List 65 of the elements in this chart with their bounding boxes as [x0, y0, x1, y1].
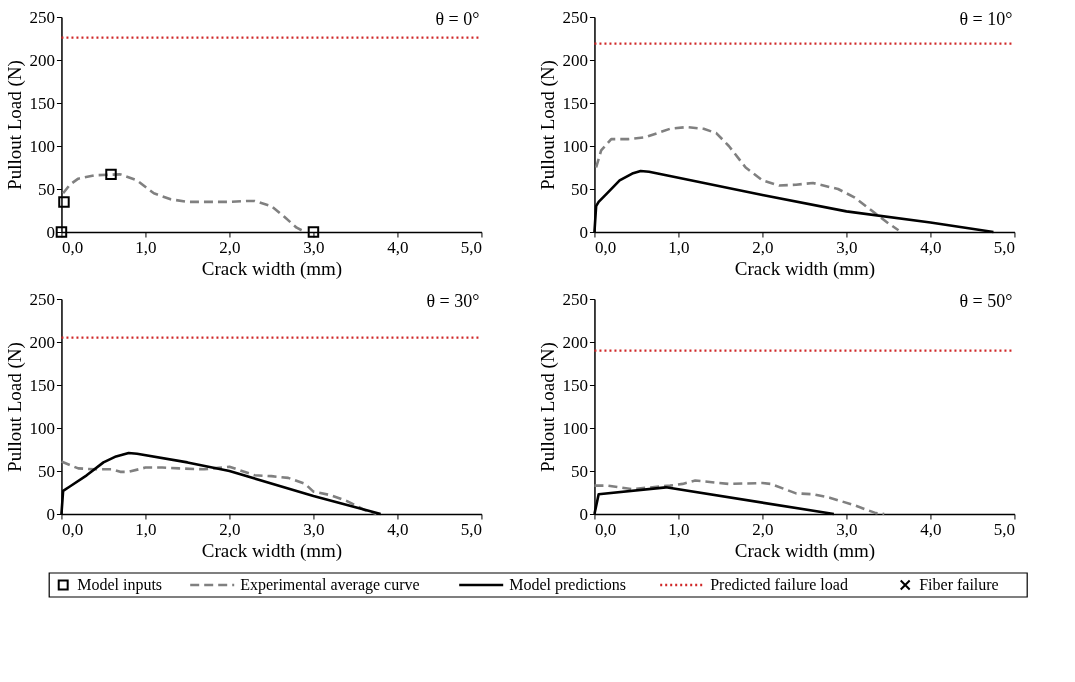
x-tick-label: 0,0: [594, 519, 617, 539]
x-axis-title: Crack width (mm): [734, 539, 876, 562]
legend-label: Predicted failure load: [710, 576, 848, 593]
y-axis-title: Pullout Load (N): [4, 342, 27, 472]
y-tick-label: 0: [579, 504, 588, 524]
y-tick-label: 100: [562, 418, 588, 438]
y-tick-label: 150: [562, 375, 588, 395]
y-tick-label: 150: [29, 375, 55, 395]
legend-label: Fiber failure: [919, 576, 999, 593]
y-tick-label: 150: [562, 93, 588, 113]
legend-label: Model inputs: [77, 576, 163, 594]
y-tick-label: 100: [29, 136, 55, 156]
x-tick-label: 4,0: [387, 519, 409, 539]
x-tick-label: 2,0: [219, 237, 241, 257]
y-tick-label: 200: [29, 50, 55, 70]
y-tick-label: 250: [29, 289, 55, 309]
x-tick-label: 3,0: [836, 237, 858, 257]
x-tick-label: 0,0: [61, 237, 84, 257]
x-axis-title: Crack width (mm): [734, 257, 876, 280]
x-tick-label: 0,0: [594, 237, 617, 257]
x-tick-label: 3,0: [303, 519, 325, 539]
annotation: θ = 50°: [959, 291, 1013, 311]
x-tick-label: 2,0: [752, 237, 774, 257]
x-tick-label: 1,0: [668, 237, 690, 257]
x-tick-label: 1,0: [135, 237, 157, 257]
x-axis-title: Crack width (mm): [201, 539, 343, 562]
x-tick-label: 3,0: [303, 237, 325, 257]
y-tick-label: 0: [579, 222, 588, 242]
x-tick-label: 3,0: [836, 519, 858, 539]
y-axis-title: Pullout Load (N): [4, 60, 27, 190]
y-tick-label: 100: [29, 418, 55, 438]
y-axis-title: Pullout Load (N): [537, 60, 560, 190]
x-tick-label: 1,0: [668, 519, 690, 539]
y-tick-label: 250: [562, 7, 588, 27]
x-tick-label: 5,0: [460, 237, 482, 257]
x-tick-label: 4,0: [920, 237, 942, 257]
y-tick-label: 200: [562, 50, 588, 70]
x-tick-label: 5,0: [460, 519, 482, 539]
annotation: θ = 0°: [435, 9, 480, 29]
x-tick-label: 2,0: [752, 519, 774, 539]
y-tick-label: 250: [562, 289, 588, 309]
legend-label: Experimental average curve: [240, 576, 420, 594]
x-tick-label: 0,0: [61, 519, 84, 539]
annotation: θ = 10°: [959, 9, 1013, 29]
y-tick-label: 0: [46, 504, 55, 524]
x-tick-label: 4,0: [920, 519, 942, 539]
x-tick-label: 4,0: [387, 237, 409, 257]
y-tick-label: 0: [46, 222, 55, 242]
y-tick-label: 50: [37, 179, 55, 199]
y-tick-label: 50: [570, 461, 588, 481]
x-tick-label: 5,0: [993, 237, 1015, 257]
y-axis-title: Pullout Load (N): [537, 342, 560, 472]
x-axis-title: Crack width (mm): [201, 257, 343, 280]
x-tick-label: 1,0: [135, 519, 157, 539]
x-tick-label: 2,0: [219, 519, 241, 539]
y-tick-label: 100: [562, 136, 588, 156]
y-tick-label: 200: [562, 332, 588, 352]
y-tick-label: 250: [29, 7, 55, 27]
y-tick-label: 200: [29, 332, 55, 352]
x-tick-label: 5,0: [993, 519, 1015, 539]
annotation: θ = 30°: [426, 291, 480, 311]
y-tick-label: 50: [37, 461, 55, 481]
y-tick-label: 150: [29, 93, 55, 113]
legend-label: Model predictions: [509, 576, 627, 594]
y-tick-label: 50: [570, 179, 588, 199]
